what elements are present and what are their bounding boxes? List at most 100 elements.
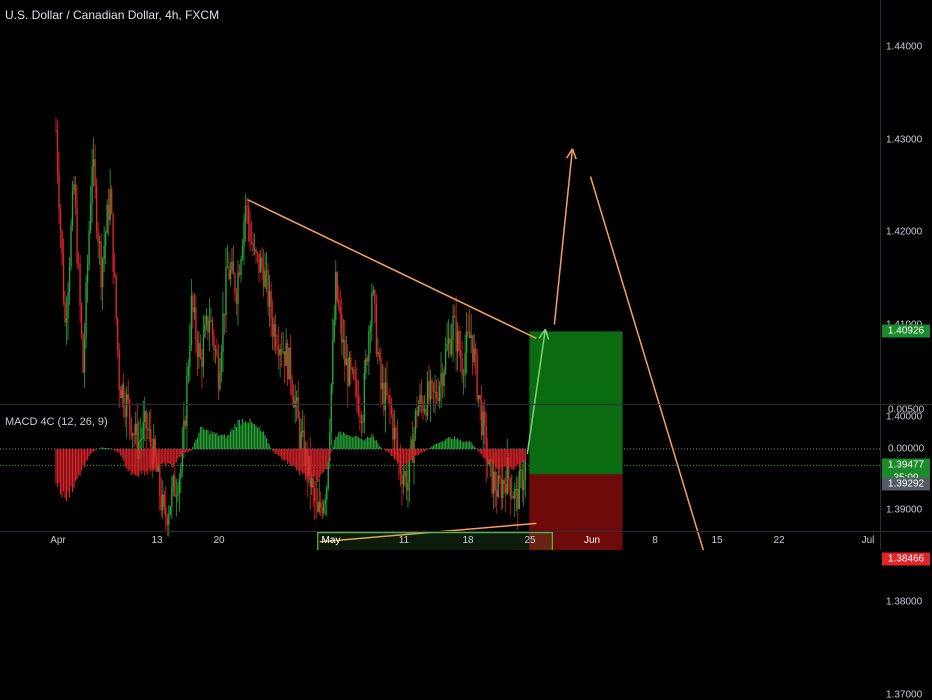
candle-body bbox=[480, 400, 483, 436]
candle-body bbox=[110, 189, 113, 214]
candle-body bbox=[356, 379, 358, 397]
time-tick-label: 25 bbox=[524, 535, 536, 546]
candle-body bbox=[363, 372, 366, 422]
candle-body bbox=[133, 433, 135, 435]
candle-body bbox=[524, 460, 526, 480]
candle-body bbox=[118, 349, 120, 390]
candle-body bbox=[515, 488, 517, 490]
price-tick-label: 1.37000 bbox=[886, 689, 923, 700]
time-tick-label: Jun bbox=[583, 535, 601, 546]
current-price-badge: 1.39477 bbox=[882, 458, 930, 472]
candle-body bbox=[335, 272, 337, 320]
price-tick-label: 1.44000 bbox=[886, 41, 923, 53]
candle-body bbox=[387, 395, 390, 396]
candle-body bbox=[295, 397, 298, 401]
candle-body bbox=[441, 373, 444, 386]
candle-body bbox=[92, 159, 95, 167]
candle-body bbox=[488, 459, 490, 465]
candle-body bbox=[65, 318, 68, 323]
price-tick-label: 1.39000 bbox=[886, 504, 923, 515]
candle-body bbox=[458, 331, 460, 351]
candle-body bbox=[219, 372, 221, 390]
entry-price-badge: 1.39292 bbox=[882, 477, 930, 491]
candle-body bbox=[280, 349, 283, 353]
candle-body bbox=[286, 343, 289, 380]
candle-body bbox=[165, 506, 167, 518]
candle-body bbox=[249, 224, 251, 242]
candle-body bbox=[383, 382, 385, 411]
candles bbox=[55, 117, 526, 537]
candle-body bbox=[56, 130, 59, 173]
candle-body bbox=[223, 313, 226, 316]
candle-body bbox=[162, 494, 164, 511]
candle-body bbox=[503, 479, 505, 484]
candle-body bbox=[207, 316, 209, 333]
projection-arrowhead bbox=[538, 328, 546, 339]
time-tick-label: 8 bbox=[652, 535, 658, 546]
candle-body bbox=[205, 316, 208, 325]
candle-body bbox=[405, 471, 408, 491]
candle-body bbox=[341, 313, 343, 343]
candle-body bbox=[243, 221, 245, 247]
candle-body bbox=[317, 501, 319, 512]
annotations bbox=[247, 148, 705, 550]
candle-body bbox=[372, 290, 375, 293]
candle-body bbox=[285, 343, 287, 366]
candle-body bbox=[270, 290, 272, 319]
candle-body bbox=[327, 461, 329, 488]
candle-body bbox=[55, 130, 57, 132]
candle-body bbox=[344, 339, 346, 366]
candle-body bbox=[413, 433, 415, 463]
candle-body bbox=[264, 270, 266, 287]
candle-body bbox=[71, 190, 74, 226]
candle-body bbox=[455, 316, 457, 352]
candle-body bbox=[127, 394, 129, 400]
candle-body bbox=[201, 357, 203, 368]
candle-body bbox=[88, 230, 90, 265]
candle-body bbox=[235, 293, 238, 304]
candle-body bbox=[521, 469, 523, 491]
candle-body bbox=[389, 395, 391, 405]
candle-body bbox=[276, 345, 278, 349]
candle-body bbox=[213, 335, 215, 351]
chart-canvas[interactable] bbox=[0, 0, 932, 550]
candle-body bbox=[204, 324, 206, 337]
candle-body bbox=[432, 383, 435, 393]
candle-body bbox=[384, 382, 387, 411]
candle-body bbox=[368, 331, 370, 362]
candle-body bbox=[97, 231, 99, 243]
candle-body bbox=[311, 478, 313, 488]
candle-body bbox=[437, 397, 439, 401]
candle-body bbox=[256, 252, 259, 254]
candle-body bbox=[333, 319, 335, 340]
candle-body bbox=[477, 395, 480, 399]
candle-body bbox=[136, 423, 138, 459]
macd-pane-divider bbox=[0, 404, 932, 405]
candle-body bbox=[428, 381, 430, 400]
candle-body bbox=[67, 292, 69, 319]
candle-body bbox=[353, 369, 355, 379]
candle-body bbox=[419, 394, 421, 407]
candle-body bbox=[493, 471, 495, 494]
candle-body bbox=[85, 282, 87, 339]
candle-body bbox=[359, 413, 361, 416]
candle-body bbox=[402, 476, 405, 485]
candle-body bbox=[171, 486, 173, 507]
candle-body bbox=[505, 483, 507, 494]
candle-body bbox=[73, 184, 75, 191]
candle-body bbox=[64, 301, 66, 323]
candle-body bbox=[121, 384, 123, 399]
candle-body bbox=[431, 380, 433, 384]
candle-body bbox=[157, 464, 159, 472]
candle-body bbox=[386, 382, 388, 396]
candle-body bbox=[95, 185, 98, 232]
candle-body bbox=[62, 253, 65, 302]
macd-tick-label: 0.00000 bbox=[888, 443, 925, 455]
candle-body bbox=[410, 439, 412, 454]
profit-zone bbox=[529, 331, 623, 475]
candle-body bbox=[160, 495, 162, 511]
price-tick-label: 1.43000 bbox=[886, 134, 923, 145]
candle-body bbox=[473, 348, 475, 362]
candle-body bbox=[222, 313, 224, 353]
